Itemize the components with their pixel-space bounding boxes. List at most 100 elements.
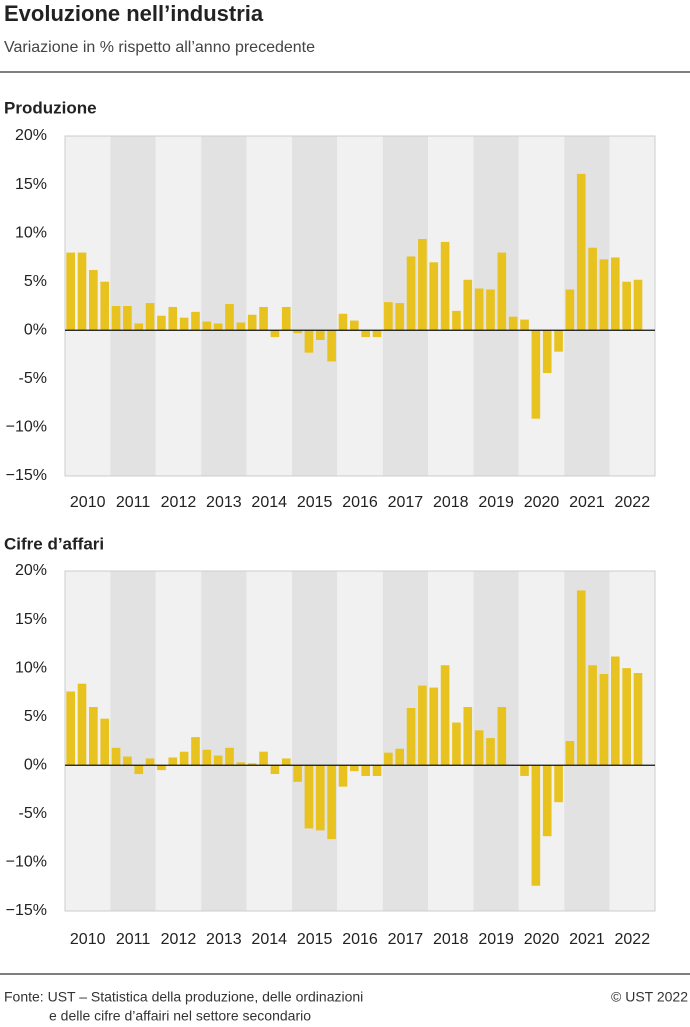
x-tick-label: 2017 [388,494,424,511]
x-tick-label: 2015 [297,931,333,948]
bar [542,330,552,374]
x-tick-label: 2014 [251,931,287,948]
bar [111,306,121,331]
bar [440,665,450,766]
bar [293,330,302,334]
x-tick-label: 2017 [388,931,424,948]
bar [599,259,609,331]
bar [123,306,132,331]
y-tick-label: 15% [15,176,47,193]
bar [554,765,563,803]
bar [350,320,359,331]
bar [213,323,223,331]
y-tick-label: 0% [24,757,47,774]
bar [327,330,336,362]
bar [281,306,291,331]
bar [66,252,75,331]
bar [576,173,586,331]
bar [236,762,246,766]
x-tick-label: 2015 [297,494,333,511]
bar [236,322,246,331]
y-tick-label: −15% [6,902,47,919]
bar [463,279,473,331]
year-band [201,136,247,476]
year-band [291,571,338,911]
bar [520,765,529,776]
x-tick-label: 2013 [206,931,242,948]
bar [361,330,370,338]
year-band [246,571,292,911]
bar [588,247,597,331]
bar [134,765,144,775]
bar [123,756,132,766]
bar [89,270,98,331]
y-tick-label: 5% [24,708,47,725]
bar [338,765,348,787]
bar [406,256,416,331]
year-band [201,571,247,911]
bar [418,238,427,331]
x-tick-label: 2011 [116,494,151,511]
year-band [518,571,565,911]
x-tick-label: 2012 [161,494,197,511]
bar [406,707,416,766]
bar [372,765,382,776]
bar [520,319,529,331]
bar [100,718,110,766]
bar [622,668,631,766]
bar [338,313,348,331]
x-tick-label: 2021 [569,494,605,511]
year-band [337,136,383,476]
x-tick-label: 2012 [161,931,197,948]
year-band [291,136,338,476]
bar [157,765,166,771]
bar [395,748,405,766]
bar [372,330,382,338]
bar [350,765,359,772]
bar [111,747,121,766]
bar [565,741,575,766]
y-tick-label: -5% [19,805,47,822]
bar [304,330,314,353]
bar [304,765,314,829]
y-tick-label: 10% [15,224,47,241]
bar [384,752,393,766]
bar [247,763,257,766]
x-tick-label: 2018 [433,494,469,511]
bar [554,330,563,352]
bar [315,765,325,831]
bar [452,310,461,331]
bar [293,765,302,782]
bar [225,747,234,766]
x-tick-label: 2022 [615,931,651,948]
bar [531,765,541,886]
y-tick-label: −10% [6,854,47,871]
x-tick-label: 2016 [342,494,378,511]
bar [610,257,620,331]
bar [531,330,541,419]
subtitle: Variazione in % rispetto all’anno preced… [4,39,315,56]
bar [576,590,586,766]
bar [191,737,200,766]
year-band [518,136,565,476]
bar [610,656,620,766]
year-band [155,136,202,476]
bar [588,665,597,766]
x-tick-label: 2019 [478,931,514,948]
source: e delle cifre d’affairi nel settore seco… [49,1008,311,1024]
bar [452,722,461,766]
y-tick-label: 10% [15,659,47,676]
bar [508,316,518,331]
x-tick-label: 2020 [524,931,560,948]
bar [168,757,178,766]
title: Evoluzione nell’industria [4,1,264,26]
x-tick-label: 2010 [70,494,106,511]
chart-title: Cifre d’affari [4,534,104,553]
x-tick-label: 2013 [206,494,242,511]
bar [191,311,200,331]
bar [259,751,268,766]
bar [270,765,280,775]
x-tick-label: 2018 [433,931,469,948]
y-tick-label: 20% [15,127,47,144]
